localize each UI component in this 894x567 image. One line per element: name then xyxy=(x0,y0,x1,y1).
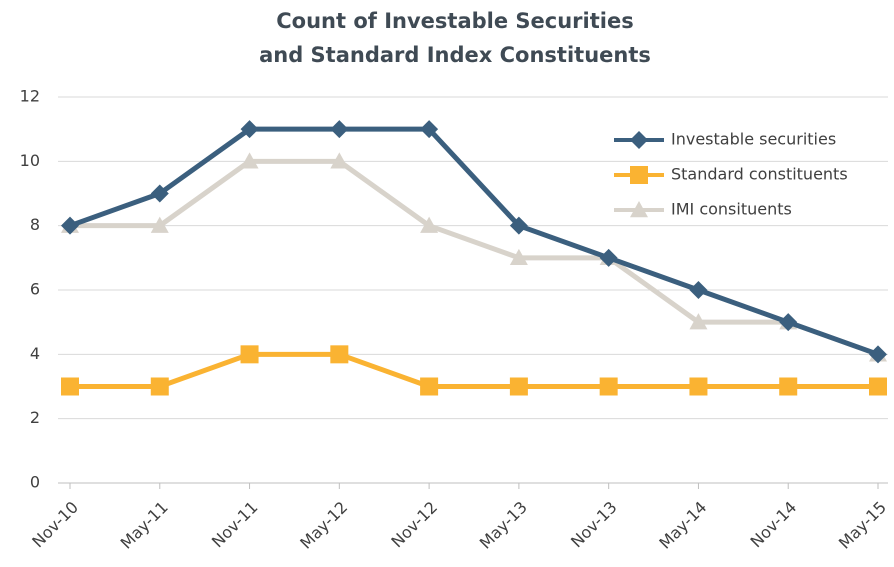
data-point xyxy=(240,152,259,169)
series-line xyxy=(69,126,879,357)
x-tick-label: Nov-14 xyxy=(747,498,801,552)
y-tick-label: 6 xyxy=(30,280,40,299)
chart-title: Count of Investable Securities xyxy=(276,9,633,33)
x-tick-label: May-12 xyxy=(296,498,351,553)
data-point xyxy=(61,216,79,235)
data-point xyxy=(689,281,708,299)
data-point xyxy=(689,313,708,330)
data-point xyxy=(150,377,169,396)
data-point xyxy=(869,377,887,396)
y-tick-label: 8 xyxy=(30,215,40,234)
x-tick-label: Nov-10 xyxy=(28,498,82,552)
x-tick-label: May-11 xyxy=(117,498,172,553)
y-tick-label: 2 xyxy=(30,408,40,427)
data-point xyxy=(150,216,169,233)
y-tick-label: 12 xyxy=(20,87,40,106)
y-tick-label: 10 xyxy=(20,151,40,170)
data-point xyxy=(420,120,439,139)
x-tick-label: Nov-11 xyxy=(208,498,262,552)
legend-swatch-marker xyxy=(630,201,648,218)
series-line xyxy=(70,158,879,357)
x-tick-label: May-13 xyxy=(476,498,531,553)
legend-label: Standard constituents xyxy=(671,165,848,184)
data-point xyxy=(509,216,528,235)
data-point xyxy=(420,377,439,396)
x-tick-label: Nov-13 xyxy=(567,498,621,552)
x-tick-label: May-15 xyxy=(835,498,890,553)
data-point xyxy=(61,377,79,396)
data-point xyxy=(599,377,618,396)
x-tick-label: May-14 xyxy=(655,498,710,553)
data-point xyxy=(330,345,349,364)
legend-label: IMI consituents xyxy=(671,200,792,219)
data-point xyxy=(779,377,798,396)
legend-swatch-marker xyxy=(630,166,648,184)
data-point xyxy=(509,377,528,396)
data-point xyxy=(240,345,259,364)
data-point xyxy=(420,216,439,233)
legend-swatch-marker xyxy=(630,131,648,149)
data-point xyxy=(689,377,708,396)
chart-title: and Standard Index Constituents xyxy=(259,43,651,67)
legend-label: Investable securities xyxy=(671,130,836,149)
data-point xyxy=(330,120,349,139)
y-tick-label: 4 xyxy=(30,344,40,363)
data-point xyxy=(869,345,887,364)
data-point xyxy=(599,248,618,267)
data-point xyxy=(509,248,528,266)
data-point xyxy=(779,313,798,332)
series-line xyxy=(70,351,878,389)
y-tick-label: 0 xyxy=(30,473,40,492)
x-tick-label: Nov-12 xyxy=(387,498,441,552)
data-point xyxy=(150,184,169,203)
data-point xyxy=(330,152,349,169)
data-point xyxy=(240,120,259,139)
